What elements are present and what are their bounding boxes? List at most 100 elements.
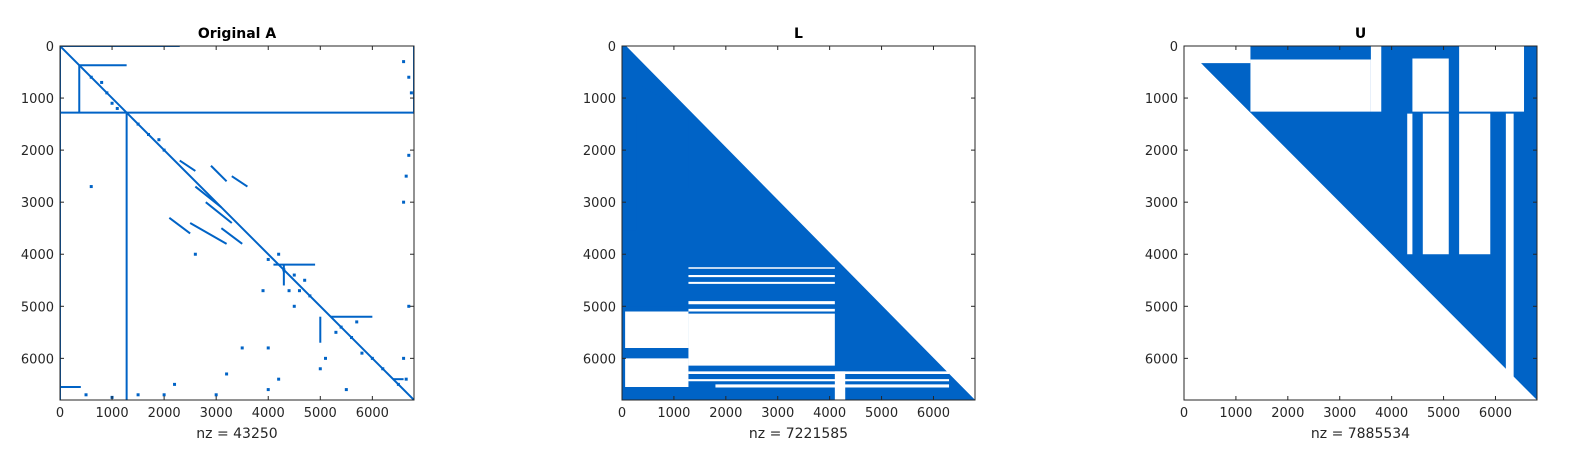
y-tick-label: 6000 [1145,352,1178,367]
zero-region [1422,113,1449,255]
y-tick-label: 6000 [583,352,616,367]
x-axis-label: nz = 43250 [196,426,277,442]
x-tick-label: 2000 [148,406,181,421]
nonzero-point [193,252,197,256]
nonzero-point [324,356,327,360]
y-tick-label: 3000 [21,196,54,211]
zero-region [1412,58,1449,112]
nonzero-point [402,356,406,360]
y-tick-label: 1000 [21,92,54,107]
nonzero-line [220,227,243,245]
x-tick-label: 4000 [1375,406,1408,421]
x-tick-label: 5000 [865,406,898,421]
y-tick-label: 3000 [1145,196,1178,211]
x-tick-label: 6000 [917,406,950,421]
x-axis-label: nz = 7885534 [1311,426,1410,442]
nonzero-point [292,273,296,277]
nonzero-line [168,216,191,235]
nonzero-point [115,106,119,110]
nonzero-point [266,388,270,392]
nonzero-point [240,346,244,350]
nonzero-point [407,153,411,157]
nonzero-point [147,133,150,136]
x-tick-label: 1000 [657,406,690,421]
x-tick-label: 1000 [96,406,129,421]
zero-region [1250,59,1371,112]
nonzero-point [407,75,411,79]
nonzero-point [89,75,93,79]
nonzero-line [189,222,228,245]
nonzero-point [318,367,322,371]
nonzero-line [179,159,196,172]
chart-title: Original A [198,26,277,42]
zero-region [625,358,689,387]
zero-region [715,384,950,388]
axes-frame [59,45,415,401]
zero-region [688,267,835,269]
axes-frame [1183,45,1538,401]
x-tick-label: 5000 [304,406,337,421]
zero-region [625,311,689,348]
chart-title: U [1355,26,1366,42]
nonzero-point [396,382,400,386]
nonzero-point [355,320,359,324]
x-tick-label: 2000 [709,406,742,421]
zero-region [688,308,835,312]
y-tick-label: 2000 [1145,144,1178,159]
nonzero-point [402,200,406,204]
y-tick-label: 2000 [21,144,54,159]
nonzero-point [214,393,218,397]
y-tick-label: 1000 [583,92,616,107]
spy-panel-1: 0 1000 2000 3000 4000 5000 6000 0 1000 2000 3000 40… [21,26,415,442]
zero-region [1370,46,1382,112]
sparsity-pattern [60,46,414,400]
nonzero-line [231,175,248,188]
y-tick-label: 5000 [21,300,54,315]
nonzero-region [1203,65,1251,113]
x-tick-label: 6000 [1479,406,1512,421]
nonzero-line [60,46,414,400]
y-tick-label: 0 [46,40,54,55]
nonzero-point [350,336,354,340]
nonzero-point [409,91,413,95]
zero-region [1459,113,1491,255]
y-tick-label: 2000 [583,144,616,159]
x-tick-label: 5000 [1427,406,1460,421]
nonzero-point [266,346,270,350]
nonzero-point [292,304,296,308]
nonzero-line [194,185,223,209]
x-tick-label: 3000 [761,406,794,421]
x-tick-label: 6000 [356,406,389,421]
sparsity-pattern [622,46,975,400]
chart-title: L [794,26,803,42]
nonzero-point [105,91,109,95]
y-tick-label: 0 [1170,40,1178,55]
nonzero-point [266,257,270,261]
nonzero-line [205,201,233,224]
y-tick-label: 0 [608,40,616,55]
y-tick-label: 4000 [21,248,54,263]
zero-region [1184,46,1251,64]
nonzero-point [381,367,385,371]
zero-region [1459,46,1525,112]
nonzero-point [407,304,411,308]
x-tick-label: 3000 [1323,406,1356,421]
nonzero-point [297,289,301,293]
nonzero-point [173,382,177,386]
nonzero-region [641,86,689,114]
y-tick-label: 4000 [583,248,616,263]
nonzero-point [157,138,161,142]
x-tick-label: 0 [56,406,64,421]
nonzero-point [277,377,281,381]
nonzero-point [334,330,338,334]
nonzero-line [210,165,228,183]
zero-region [688,379,950,382]
zero-region [688,281,835,284]
nonzero-point [136,122,140,126]
nonzero-point [136,393,140,397]
zero-region [688,301,835,305]
zero-region [688,275,835,278]
nonzero-point [287,289,291,293]
x-tick-label: 2000 [1271,406,1304,421]
